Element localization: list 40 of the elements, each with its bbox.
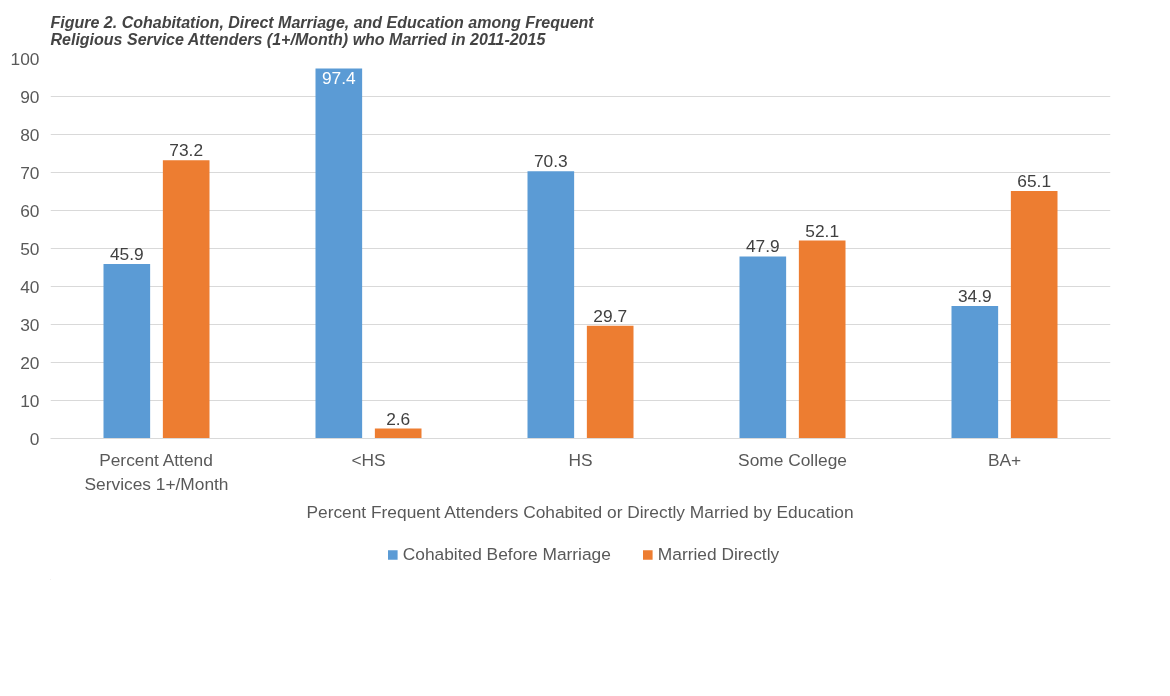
legend-label: Married Directly (657, 543, 780, 565)
y-tick-label: 40 (20, 276, 40, 297)
legend-label: Cohabited Before Marriage (402, 543, 611, 565)
x-tick-label: Some College (738, 449, 847, 470)
data-label: 73.2 (169, 140, 204, 161)
data-label: 34.9 (957, 285, 992, 306)
bar (162, 160, 210, 439)
x-tick-label: <HS (351, 449, 386, 470)
y-tick-label: 90 (20, 86, 40, 107)
x-tick-label: BA+ (987, 449, 1022, 470)
y-tick-label: 0 (29, 428, 40, 449)
x-axis-title: Percent Frequent Attenders Cohabited or Directly Married by Education (306, 501, 854, 522)
bar (103, 264, 151, 439)
bar (951, 305, 999, 439)
data-label: 45.9 (109, 244, 144, 265)
bar (586, 325, 634, 439)
y-tick-label: 70 (20, 162, 40, 183)
bar (527, 171, 575, 439)
bar (315, 68, 363, 439)
x-tick-label: Percent Attend Services 1+/Month (84, 449, 229, 494)
data-label: 29.7 (593, 305, 628, 326)
x-tick-label: HS (568, 449, 593, 470)
bar (739, 256, 787, 439)
y-tick-label: 10 (20, 390, 40, 411)
data-label: 47.9 (745, 236, 780, 257)
bar (798, 240, 846, 439)
y-tick-label: 80 (20, 124, 40, 145)
y-tick-label: 60 (20, 200, 40, 221)
y-tick-label: 50 (20, 238, 40, 259)
y-tick-label: 30 (20, 314, 40, 335)
data-label: 2.6 (386, 408, 411, 429)
chart-title: Figure 2. Cohabitation, Direct Marriage, and Education among Frequent Religious Service Attenders (1+/Month) who Married in 2011-2015 (50, 13, 595, 48)
data-label: 70.3 (533, 151, 568, 172)
y-tick-label: 100 (10, 48, 40, 69)
data-label: 52.1 (805, 220, 840, 241)
bar (1010, 191, 1058, 439)
y-tick-label: 20 (20, 352, 40, 373)
data-label: 65.1 (1017, 171, 1052, 192)
data-label: 97.4 (321, 68, 357, 89)
bar (374, 428, 422, 439)
